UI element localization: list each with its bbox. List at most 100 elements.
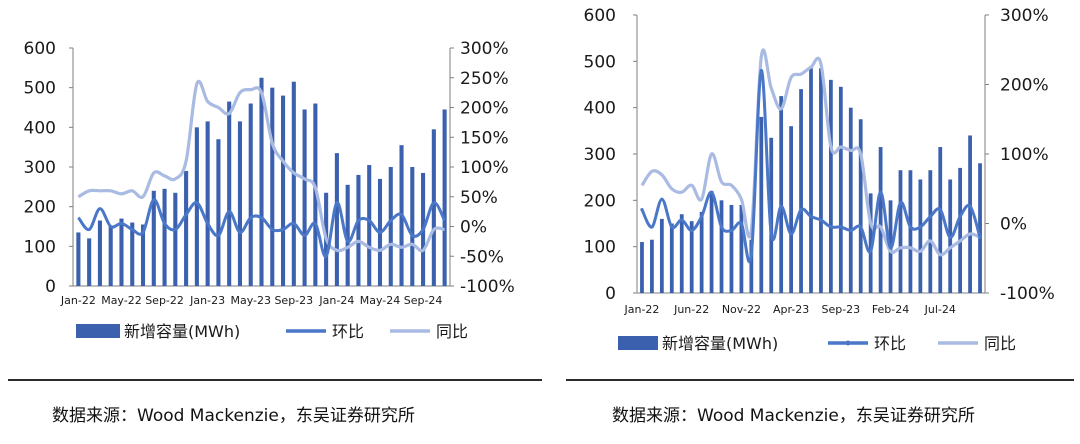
y2-tick-label: 200% xyxy=(1000,76,1049,96)
bar xyxy=(868,193,873,293)
y-tick-label: 100 xyxy=(24,237,56,257)
y2-tick-label: -100% xyxy=(1000,284,1055,304)
bar xyxy=(809,68,813,294)
y2-tick-label: 250% xyxy=(460,69,509,89)
chart-right: 0 100 200 300 400 500 600 -100% 0% 100% 200% 300% Ja… xyxy=(584,6,1055,353)
y2-tick-label: 0% xyxy=(1000,215,1027,235)
y-tick-label: 0 xyxy=(45,277,56,297)
legend-label-mom: 环比 xyxy=(874,334,906,353)
mom-point xyxy=(908,225,913,229)
bar xyxy=(119,218,124,286)
bar xyxy=(173,192,178,286)
y2-tick-label: -50% xyxy=(460,247,504,267)
bar xyxy=(410,167,415,286)
y2-tick-label: 50% xyxy=(460,188,498,208)
bar xyxy=(130,222,135,286)
x-tick-label: Sep-24 xyxy=(404,294,443,307)
mom-point xyxy=(978,235,982,239)
legend-swatch-bar xyxy=(76,324,120,338)
mom-point xyxy=(958,214,962,219)
bar xyxy=(739,204,744,293)
y2-tick-label: 200% xyxy=(460,99,509,119)
x-tick-label: Jan-22 xyxy=(624,303,660,316)
y-tick-label: 400 xyxy=(584,99,616,119)
bar xyxy=(898,170,903,293)
mom-point xyxy=(849,228,853,233)
mom-point xyxy=(898,201,903,205)
bar xyxy=(291,81,296,286)
y2-tick-label: -100% xyxy=(460,277,515,297)
mom-point xyxy=(819,218,823,222)
bar xyxy=(958,167,963,293)
mom-point xyxy=(859,225,863,229)
y-tick-label: 0 xyxy=(605,284,616,304)
chart-left: 0 100 200 300 400 500 600 -100% -50% 0% 50% 100% 150… xyxy=(24,39,515,341)
mom-point xyxy=(938,208,942,212)
legend-marker-mom xyxy=(845,340,851,346)
x-tick-label: Jan-22 xyxy=(60,294,96,307)
mom-point xyxy=(869,249,873,253)
series-line-yoy xyxy=(77,79,445,253)
x-tick-label: May-23 xyxy=(230,294,271,307)
mom-point xyxy=(729,228,734,233)
y-tick-label: 300 xyxy=(24,158,56,178)
y-tick-label: 600 xyxy=(584,6,616,26)
bar xyxy=(87,238,92,286)
y-tick-label: 600 xyxy=(24,39,56,59)
y-tick-label: 200 xyxy=(584,191,616,211)
bar xyxy=(356,174,361,286)
x-tick-label: Feb-24 xyxy=(872,303,909,316)
bar xyxy=(270,87,275,287)
bar xyxy=(442,109,447,286)
bar xyxy=(719,200,724,293)
bar xyxy=(108,226,113,286)
bar xyxy=(669,223,674,293)
y-tick-label: 500 xyxy=(584,52,616,72)
bar xyxy=(97,220,102,286)
bar xyxy=(302,109,307,286)
y2-tick-label: 300% xyxy=(460,39,509,59)
mom-point xyxy=(749,253,753,257)
bar xyxy=(216,139,221,286)
bar xyxy=(878,147,883,293)
mom-point xyxy=(799,208,803,212)
mom-point xyxy=(719,225,724,229)
mom-point xyxy=(680,218,684,222)
mom-point xyxy=(829,225,833,229)
bar xyxy=(659,218,664,293)
y-tick-label: 400 xyxy=(24,118,56,138)
mom-point xyxy=(709,190,714,194)
mom-point xyxy=(670,225,674,229)
bar xyxy=(431,129,436,286)
bar xyxy=(184,170,189,286)
bar xyxy=(194,127,199,286)
bar xyxy=(918,179,923,293)
bar xyxy=(248,103,253,287)
bar xyxy=(828,79,833,293)
bar xyxy=(908,170,913,293)
source-note-right: 数据来源：Wood Mackenzie，东吴证券研究所 xyxy=(612,406,975,426)
y-tick-label: 500 xyxy=(24,79,56,99)
x-tick-label: Nov-22 xyxy=(722,303,761,316)
legend-label-bar: 新增容量(MWh) xyxy=(662,334,778,353)
mom-point xyxy=(879,190,883,194)
y-tick-label: 100 xyxy=(584,238,616,258)
mom-point xyxy=(888,246,893,250)
bar xyxy=(237,121,243,286)
bar xyxy=(162,188,167,286)
x-tick-label: Jul-24 xyxy=(924,303,956,316)
mom-point xyxy=(700,214,704,219)
mom-point xyxy=(650,225,654,229)
series-line-yoy xyxy=(640,48,981,257)
bar xyxy=(388,167,393,286)
bar xyxy=(838,86,843,293)
bar xyxy=(699,211,704,293)
x-tick-label: Sep-22 xyxy=(145,294,184,307)
bar xyxy=(709,191,714,293)
bar xyxy=(848,107,853,294)
mom-point xyxy=(918,225,922,229)
source-note-left: 数据来源：Wood Mackenzie，东吴证券研究所 xyxy=(52,406,415,426)
mom-point xyxy=(739,221,744,226)
x-tick-label: Apr-23 xyxy=(773,303,809,316)
